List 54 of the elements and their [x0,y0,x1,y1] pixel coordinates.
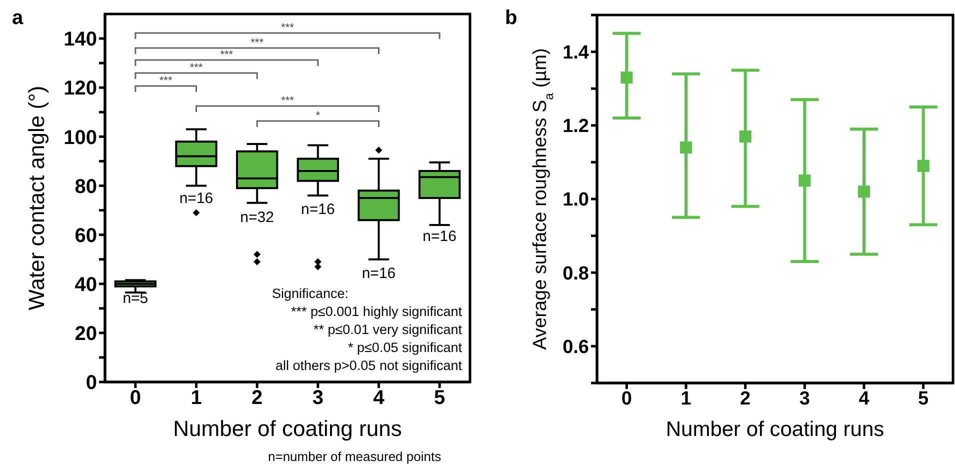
annotation: *** [220,49,234,61]
annotation: * p≤0.05 significant [348,340,462,355]
x-tick-label: 3 [799,388,810,410]
x-tick-label: 0 [130,387,141,410]
annotation: ** p≤0.01 very significant [314,322,462,337]
point [739,130,752,142]
y-tick-label: 140 [64,28,97,51]
annotation: *** [190,62,204,74]
annotation: n=16 [422,228,456,245]
chart-title: b [505,7,518,29]
x-tick-label: 1 [190,387,202,410]
x-axis-title: Number of coating runs [173,416,402,441]
x-tick-label: 4 [858,388,870,410]
annotation: *** [250,37,264,49]
y-tick-label: 120 [64,78,97,100]
x-axis-title: Number of coating runs [666,418,884,441]
y-tick-label: 0.6 [562,336,589,358]
x-tick-label: 2 [252,387,263,410]
text: n=number of measured points [268,449,442,464]
point [680,141,692,154]
x-tick-label: 5 [918,388,930,410]
point [620,72,633,84]
y-tick-label: 0 [86,372,97,394]
y-tick-label: 0.8 [562,263,589,284]
annotation: * [316,110,321,122]
annotation: n=32 [240,209,274,226]
y-tick-label: 60 [74,224,97,247]
y-tick-label: 1.4 [562,42,590,64]
annotation: n=16 [179,190,214,207]
x-tick-label: 5 [434,387,446,410]
x-tick-label: 2 [740,388,751,410]
point [917,160,930,172]
annotation: *** [281,22,295,34]
x-tick-label: 3 [312,387,324,410]
y-tick-label: 40 [74,274,97,296]
y-tick-label: 20 [74,323,97,346]
x-tick-label: 4 [373,387,386,410]
annotation: *** [159,75,173,87]
annotation: *** p≤0.001 highly significant [290,304,462,319]
x-tick-label: 1 [680,388,692,410]
point [858,186,870,198]
annotation: *** [281,95,295,107]
y-tick-label: 1.0 [562,190,589,211]
x-tick-label: 0 [621,388,632,410]
y-tick-label: 100 [64,126,97,149]
chart-title: a [12,7,24,29]
annotation: n=16 [301,201,335,218]
y-tick-label: 1.2 [562,116,589,138]
y-tick-label: 80 [74,176,97,198]
annotation: Significance: [272,286,349,301]
annotation: n=16 [362,265,396,282]
annotation: all others p>0.05 not significant [276,358,462,373]
point [798,174,811,187]
y-axis-title: Water contact angle (°) [24,86,49,310]
